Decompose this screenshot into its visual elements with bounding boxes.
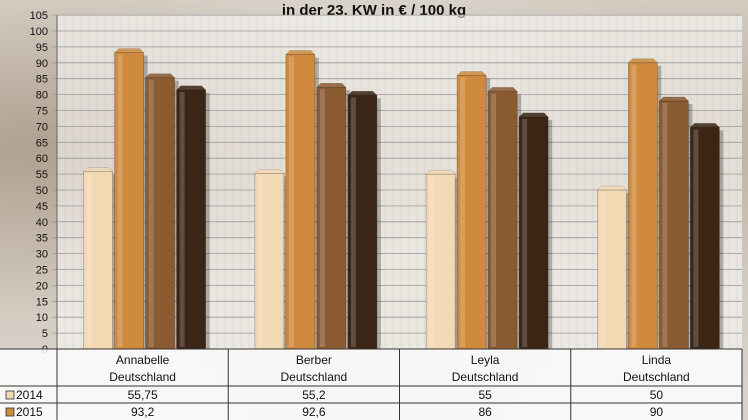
bar-highlight xyxy=(117,54,123,348)
bar xyxy=(456,75,487,350)
bar xyxy=(690,127,720,350)
bar-bevel xyxy=(145,73,176,78)
bar-bevel xyxy=(316,83,347,88)
y-tick-label: 60 xyxy=(36,153,48,165)
category-label: Annabelle xyxy=(116,353,170,367)
bar xyxy=(628,62,658,350)
bar-bevel xyxy=(347,90,378,96)
y-tick-label: 45 xyxy=(36,201,48,213)
bar-bevel xyxy=(689,123,720,128)
bar-highlight xyxy=(693,129,699,347)
category-label: Linda xyxy=(642,353,672,367)
bar-highlight xyxy=(631,64,637,348)
bar xyxy=(176,89,206,350)
data-value-label: 55,75 xyxy=(128,388,158,402)
bar xyxy=(518,116,549,350)
bar-bevel xyxy=(658,96,689,102)
bar-highlight xyxy=(662,102,668,348)
category-label: Deutschland xyxy=(452,370,519,384)
bar xyxy=(114,52,144,350)
data-value-label: 86 xyxy=(478,405,492,419)
data-table xyxy=(0,349,742,420)
bar-highlight xyxy=(319,89,325,347)
data-value-label: 55 xyxy=(478,388,492,402)
y-tick-label: 85 xyxy=(36,74,48,86)
y-tick-label: 35 xyxy=(36,233,48,245)
y-tick-label: 100 xyxy=(30,26,48,38)
bar-highlight xyxy=(350,97,356,348)
bar-highlight xyxy=(460,77,466,348)
bar-bevel xyxy=(425,169,456,175)
bar-highlight xyxy=(288,56,294,347)
bar-highlight xyxy=(86,173,92,347)
bar xyxy=(487,91,518,350)
bar-bevel xyxy=(487,87,518,92)
category-label: Deutschland xyxy=(109,370,176,384)
legend-swatch xyxy=(5,390,15,400)
bar-bevel xyxy=(176,85,207,91)
legend-label: 2014 xyxy=(16,388,43,402)
y-tick-label: 30 xyxy=(36,249,48,261)
bar xyxy=(285,54,316,350)
bar-highlight xyxy=(522,118,528,347)
bar-highlight xyxy=(179,91,185,347)
category-label: Berber xyxy=(296,353,332,367)
bar-bevel xyxy=(456,71,487,76)
bar-bevel xyxy=(83,167,114,172)
category-label: Leyla xyxy=(471,353,500,367)
y-tick-label: 105 xyxy=(30,10,48,22)
y-tick-label: 55 xyxy=(36,169,48,181)
bar-bevel xyxy=(114,48,145,53)
data-value-label: 55,2 xyxy=(302,388,326,402)
y-tick-label: 90 xyxy=(36,58,48,70)
bar xyxy=(425,173,456,350)
bar-bevel xyxy=(518,112,549,118)
y-tick-label: 50 xyxy=(36,185,48,197)
y-tick-label: 95 xyxy=(36,42,48,54)
y-tick-label: 75 xyxy=(36,106,48,118)
bar-bevel xyxy=(627,58,658,64)
category-label: Deutschland xyxy=(281,370,348,384)
bar-bevel xyxy=(285,50,316,55)
bar xyxy=(597,189,627,350)
bar-bevel xyxy=(596,185,627,191)
legend-swatch xyxy=(5,407,15,417)
y-tick-label: 10 xyxy=(36,312,48,324)
bar-highlight xyxy=(429,176,435,347)
bar-highlight xyxy=(600,192,606,347)
bar-bevel xyxy=(254,169,285,174)
legend-label: 2015 xyxy=(16,405,43,419)
y-tick-label: 70 xyxy=(36,121,48,133)
data-value-label: 93,2 xyxy=(131,405,155,419)
data-value-label: 90 xyxy=(650,405,664,419)
bar-highlight xyxy=(257,175,263,347)
y-tick-label: 65 xyxy=(36,137,48,149)
bar-highlight xyxy=(148,79,154,347)
bar xyxy=(316,86,347,350)
y-tick-label: 25 xyxy=(36,265,48,277)
bar-highlight xyxy=(491,93,497,347)
y-tick-label: 15 xyxy=(36,296,48,308)
y-tick-label: 80 xyxy=(36,90,48,102)
data-value-label: 92,6 xyxy=(302,405,326,419)
bar xyxy=(254,173,285,350)
category-label: Deutschland xyxy=(623,370,690,384)
y-tick-label: 20 xyxy=(36,280,48,292)
y-tick-label: 40 xyxy=(36,217,48,229)
y-tick-label: 5 xyxy=(42,328,48,340)
data-value-label: 50 xyxy=(650,388,664,402)
